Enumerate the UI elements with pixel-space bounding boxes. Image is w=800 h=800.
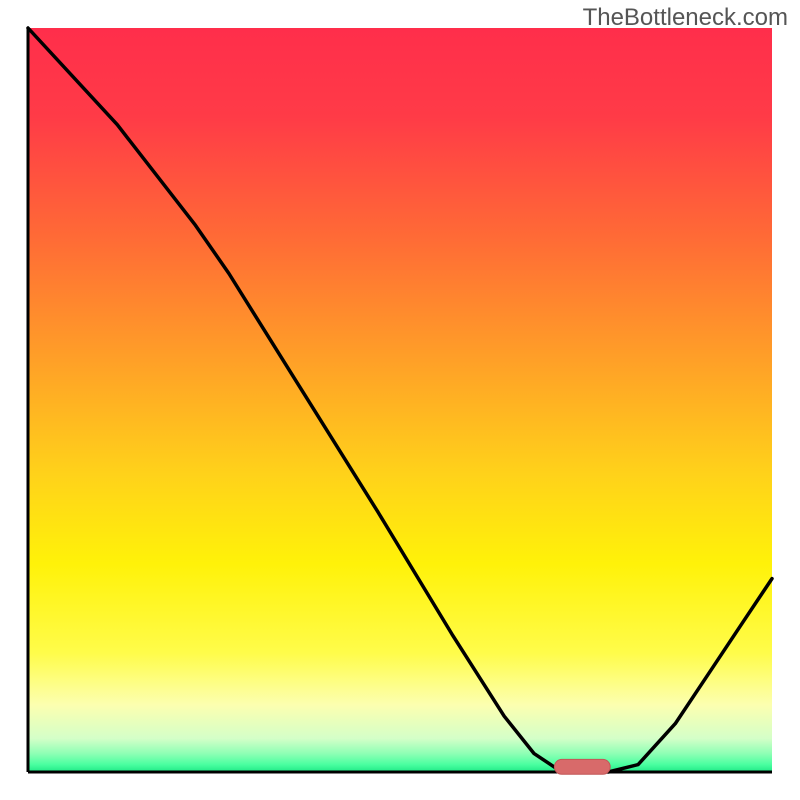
gradient-background [28,28,772,772]
bottleneck-chart [0,0,800,800]
optimal-marker [554,759,610,774]
watermark-text: TheBottleneck.com [583,4,788,32]
